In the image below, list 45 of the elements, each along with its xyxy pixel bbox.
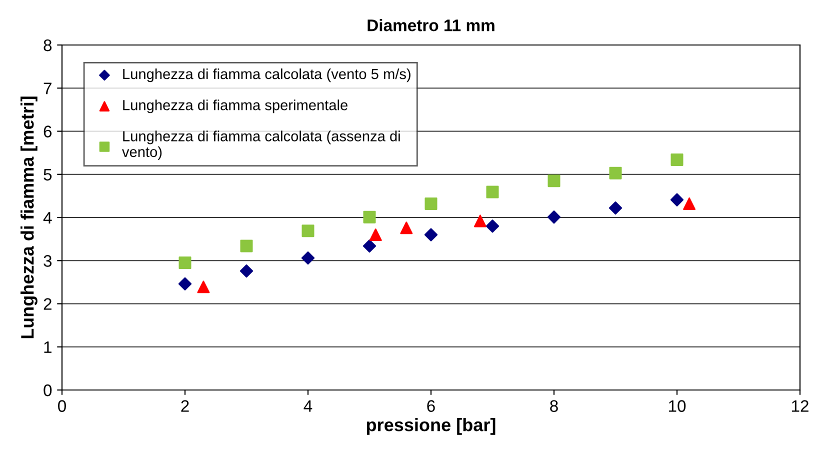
y-tick-label: 2	[44, 298, 52, 310]
x-tick-label: 12	[792, 400, 808, 412]
point	[369, 228, 382, 241]
point	[301, 251, 315, 265]
point	[178, 277, 192, 290]
x-axis-title: pressione [bar]	[366, 418, 496, 435]
y-tick-label: 5	[44, 168, 52, 181]
point	[486, 220, 500, 233]
point	[197, 280, 210, 294]
y-tick-label: 4	[43, 212, 52, 224]
point	[240, 240, 253, 252]
point	[670, 153, 684, 166]
point	[424, 228, 438, 242]
y-tick-label: 6	[44, 126, 52, 138]
y-tick-label: 8	[44, 39, 52, 52]
point	[548, 174, 560, 188]
point	[400, 222, 413, 234]
legend-label: Lunghezza di fiamma sperimentale	[123, 100, 348, 114]
legend-label: Lunghezza di fiamma calcolata (assenza di vento)	[122, 130, 400, 160]
point	[240, 264, 254, 278]
y-tick-label: 3	[44, 255, 52, 267]
y-tick-label: 0	[44, 384, 52, 396]
y-axis-title: Lunghezza di fiamma [metri]	[20, 96, 38, 338]
x-tick-label: 10	[669, 400, 686, 412]
x-tick-label: 6	[427, 400, 435, 412]
point	[609, 166, 622, 180]
x-tick-label: 2	[181, 400, 189, 412]
point	[486, 186, 499, 198]
point	[683, 197, 696, 210]
point	[608, 201, 622, 215]
point	[362, 239, 376, 253]
point	[670, 193, 684, 206]
y-tick-label: 1	[44, 341, 52, 353]
point	[474, 214, 486, 228]
x-tick-label: 8	[550, 400, 558, 412]
point	[302, 224, 314, 238]
legend-label: Lunghezza di fiamma calcolata (vento 5 m/s)	[123, 68, 410, 82]
point	[178, 256, 192, 270]
x-tick-label: 4	[304, 400, 312, 412]
point	[363, 210, 376, 224]
y-tick-label: 7	[44, 82, 52, 94]
chart-title: Diametro 11 mm	[368, 19, 494, 32]
point	[547, 210, 561, 224]
x-tick-label: 0	[58, 400, 66, 412]
point	[424, 197, 438, 210]
